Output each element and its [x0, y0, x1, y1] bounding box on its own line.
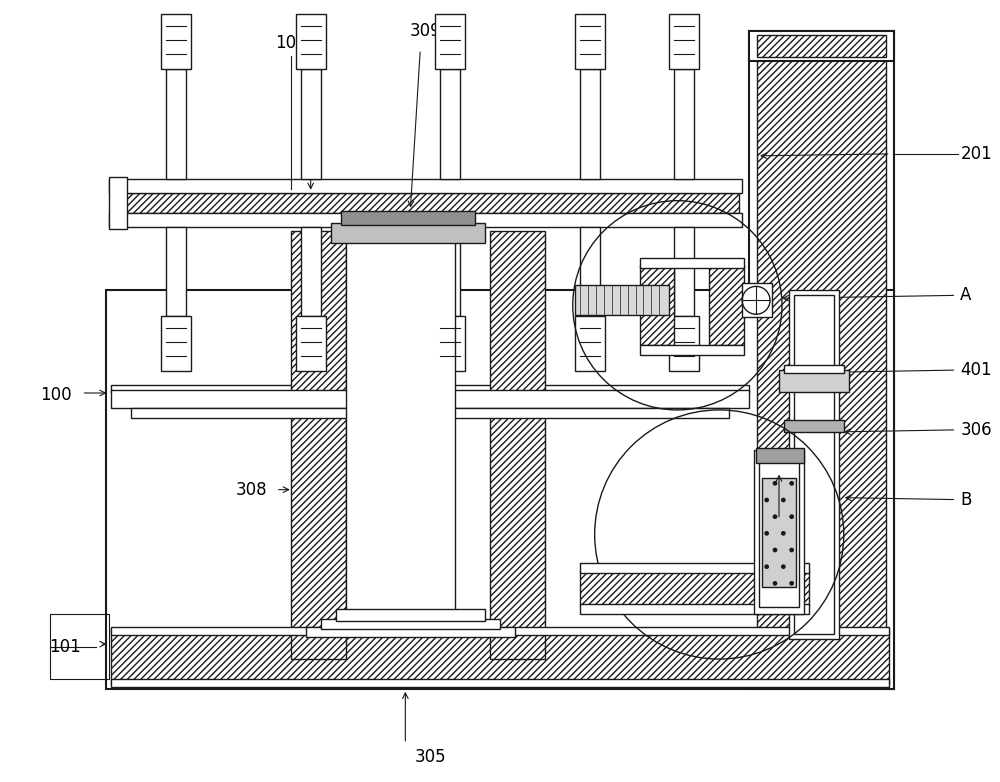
Bar — [742, 283, 772, 317]
Bar — [640, 265, 674, 345]
Bar — [111, 385, 749, 393]
Bar — [111, 390, 749, 408]
Bar — [674, 227, 694, 316]
Bar — [784, 420, 844, 432]
Bar — [759, 457, 799, 608]
Bar — [50, 614, 109, 679]
Text: 308: 308 — [236, 481, 268, 499]
Bar — [575, 285, 669, 315]
Text: 309: 309 — [409, 22, 441, 41]
Bar — [674, 69, 694, 179]
Bar — [161, 14, 191, 69]
Bar — [321, 619, 500, 630]
Bar — [669, 14, 699, 69]
Bar — [709, 265, 744, 345]
Bar — [435, 14, 465, 69]
Bar — [296, 316, 326, 371]
Bar — [789, 290, 839, 639]
Bar — [580, 604, 809, 614]
Bar — [779, 370, 849, 392]
Bar — [109, 213, 742, 227]
Bar — [794, 296, 834, 634]
Bar — [580, 572, 809, 606]
Text: 305: 305 — [414, 748, 446, 766]
Bar — [296, 14, 326, 69]
Bar — [111, 630, 889, 684]
Bar — [756, 448, 804, 463]
Bar — [109, 177, 127, 228]
Text: 401: 401 — [960, 361, 992, 379]
Bar — [784, 365, 844, 373]
Bar — [575, 14, 605, 69]
Bar — [575, 316, 605, 371]
Bar — [440, 227, 460, 316]
Bar — [640, 259, 744, 268]
Bar — [116, 192, 739, 213]
Bar — [749, 31, 894, 689]
Text: 102: 102 — [275, 34, 307, 52]
Bar — [757, 39, 886, 681]
Bar — [109, 179, 742, 192]
Bar — [440, 69, 460, 179]
Bar — [749, 31, 894, 61]
Bar — [161, 316, 191, 371]
Bar — [301, 69, 321, 179]
Bar — [757, 35, 886, 57]
Text: A: A — [960, 286, 972, 304]
Text: 101: 101 — [50, 638, 81, 656]
Bar — [490, 231, 545, 659]
Bar — [111, 627, 889, 635]
Bar — [106, 290, 894, 689]
Bar — [336, 609, 485, 621]
Bar — [669, 316, 699, 371]
Bar — [111, 679, 889, 687]
Bar — [435, 316, 465, 371]
Text: B: B — [960, 490, 972, 508]
Bar — [166, 69, 186, 179]
Bar — [640, 345, 744, 355]
Bar — [580, 69, 600, 179]
Bar — [580, 227, 600, 316]
Text: 100: 100 — [40, 386, 71, 404]
Bar — [762, 478, 796, 587]
Bar — [306, 627, 515, 637]
Bar — [291, 231, 346, 659]
Bar — [166, 227, 186, 316]
Bar — [341, 210, 475, 224]
Bar — [131, 408, 729, 418]
Bar — [754, 450, 804, 614]
Bar — [301, 227, 321, 316]
Bar — [346, 241, 455, 630]
Bar — [580, 563, 809, 573]
Bar — [331, 223, 485, 242]
Text: 306: 306 — [960, 421, 992, 439]
Text: 201: 201 — [960, 145, 992, 163]
